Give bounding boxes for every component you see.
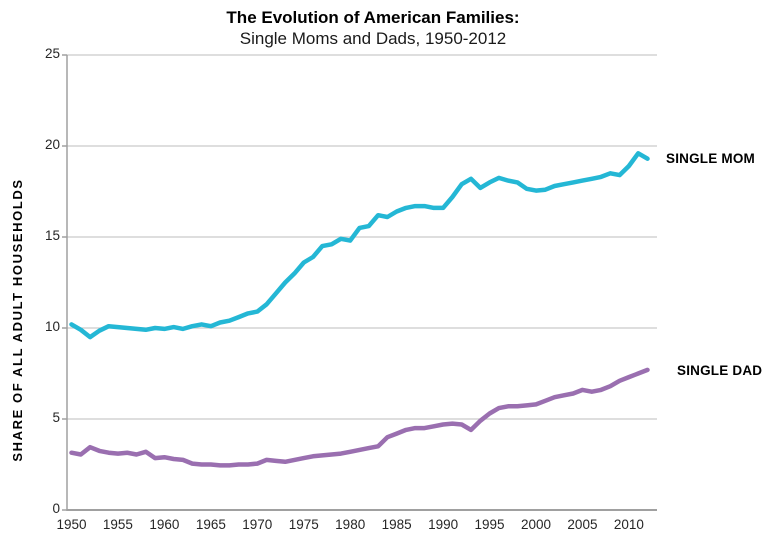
y-tick-label-25: 25 [44, 46, 60, 61]
x-tick-label-2010: 2010 [613, 517, 644, 532]
x-tick-label-2005: 2005 [567, 517, 598, 532]
x-tick-label-1975: 1975 [288, 517, 319, 532]
x-tick-label-1990: 1990 [428, 517, 459, 532]
x-tick-label-1985: 1985 [381, 517, 412, 532]
x-tick-label-1970: 1970 [242, 517, 273, 532]
chart-subtitle: Single Moms and Dads, 1950-2012 [239, 29, 507, 48]
x-tick-label-1995: 1995 [474, 517, 505, 532]
y-tick-label-5: 5 [52, 410, 60, 425]
series-label-single-dad: SINGLE DAD [677, 363, 763, 378]
single-dad-line [69, 367, 650, 468]
y-tick-label-20: 20 [44, 137, 60, 152]
x-tick-label-1950: 1950 [56, 517, 87, 532]
x-tick-label-2000: 2000 [520, 517, 552, 532]
x-tick-label-1965: 1965 [195, 517, 226, 532]
y-tick-label-10: 10 [44, 319, 60, 334]
y-tick-label-0: 0 [52, 501, 60, 516]
chart-title: The Evolution of American Families: [226, 8, 520, 27]
series-label-single-mom: SINGLE MOM [666, 151, 755, 166]
x-tick-label-1955: 1955 [102, 517, 133, 532]
y-tick-label-15: 15 [44, 228, 60, 243]
x-tick-label-1960: 1960 [149, 517, 180, 532]
single-mom-line [69, 151, 650, 340]
x-tick-label-1980: 1980 [335, 517, 366, 532]
